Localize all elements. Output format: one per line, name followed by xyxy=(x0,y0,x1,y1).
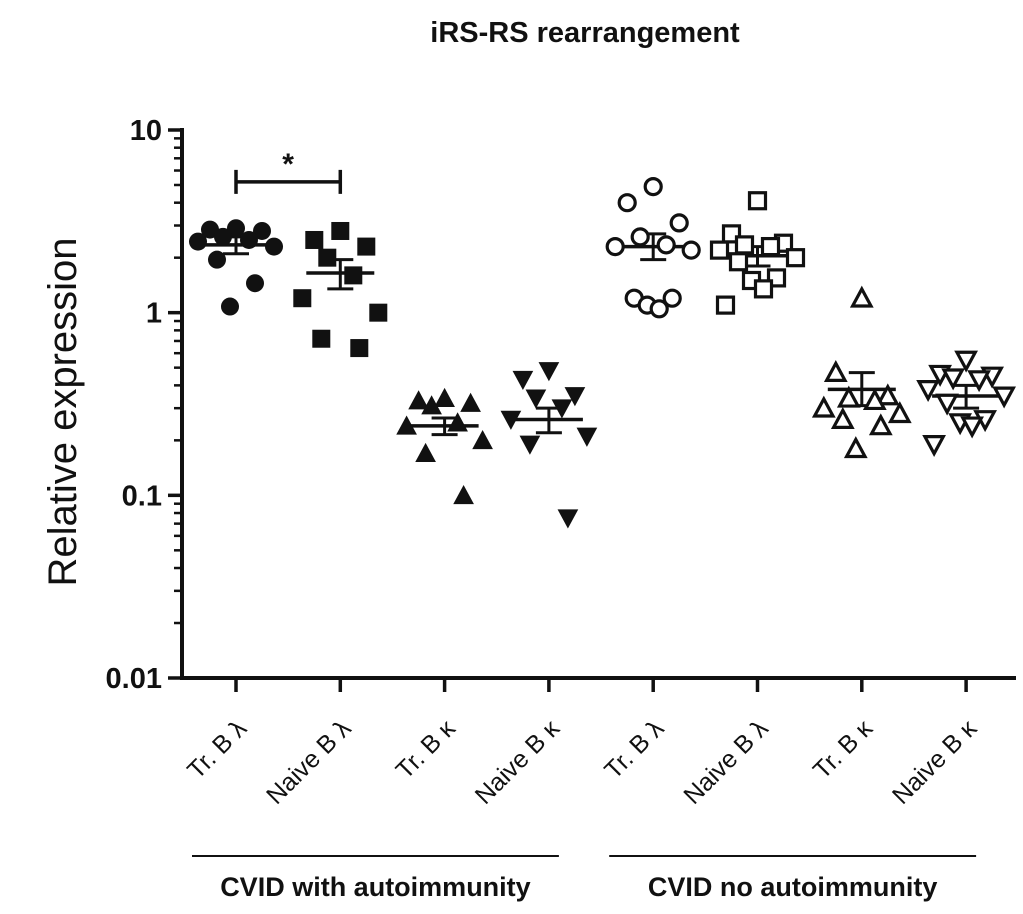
data-point xyxy=(369,303,388,322)
data-point xyxy=(318,248,337,267)
group-labels: CVID with autoimmunity CVID no autoimmuni… xyxy=(192,855,977,902)
data-point xyxy=(753,279,774,299)
data-point xyxy=(246,274,264,293)
data-point xyxy=(836,385,861,408)
data-point xyxy=(728,252,749,272)
data-point xyxy=(992,386,1016,409)
data-point xyxy=(887,401,912,424)
data-point xyxy=(512,370,534,390)
x-tick-label: Naive B κ xyxy=(887,714,983,810)
x-tick-label: Naive B κ xyxy=(470,714,566,810)
data-point xyxy=(747,191,768,211)
data-point xyxy=(643,176,663,197)
data-point xyxy=(214,227,232,246)
data-point xyxy=(472,429,493,450)
data-point xyxy=(823,359,848,382)
data-point xyxy=(760,236,781,257)
data-point xyxy=(421,395,442,415)
data-point xyxy=(453,484,474,505)
y-tick-label: 0.1 xyxy=(122,480,162,512)
data-point xyxy=(350,339,369,358)
data-point xyxy=(922,434,946,457)
data-point xyxy=(875,383,900,406)
chart-title: iRS-RS rearrangement xyxy=(430,17,740,49)
data-point xyxy=(662,288,682,308)
data-point xyxy=(447,412,468,432)
x-tick-label: Tr. B κ xyxy=(391,714,462,785)
data-points xyxy=(189,176,1016,529)
data-point xyxy=(656,235,676,255)
data-point xyxy=(189,232,207,251)
data-point xyxy=(525,389,547,409)
significance-label: * xyxy=(282,148,294,181)
data-point xyxy=(240,230,258,249)
x-tick-label: Tr. B λ xyxy=(599,714,670,785)
data-point xyxy=(811,395,836,418)
data-point xyxy=(868,413,893,436)
data-point xyxy=(415,442,436,463)
data-point xyxy=(785,248,806,268)
data-point xyxy=(208,250,226,269)
y-tick-label: 0.01 xyxy=(106,663,162,695)
x-tick-label: Naive B λ xyxy=(678,714,774,810)
data-point xyxy=(357,237,376,256)
data-point xyxy=(408,390,429,410)
data-point xyxy=(265,237,283,256)
data-point xyxy=(843,436,868,459)
y-tick-label: 1 xyxy=(146,298,162,330)
x-tick-label: Tr. B λ xyxy=(182,714,253,785)
data-point xyxy=(538,362,560,382)
data-point xyxy=(849,285,874,308)
data-point xyxy=(551,399,573,419)
data-point xyxy=(954,350,978,373)
data-point xyxy=(941,368,965,391)
data-point xyxy=(460,392,481,412)
data-point xyxy=(557,509,579,529)
data-point xyxy=(967,370,991,393)
axes xyxy=(180,128,1016,680)
data-point xyxy=(344,266,363,285)
data-point xyxy=(605,236,625,257)
y-tick-label: 10 xyxy=(130,115,162,147)
data-point xyxy=(715,295,736,315)
data-point xyxy=(305,230,324,249)
group-label: CVID with autoimmunity xyxy=(220,872,531,902)
y-axis-ticks: 10 1 0.1 0.01 xyxy=(106,115,182,695)
data-point xyxy=(227,219,245,238)
data-point xyxy=(253,221,271,240)
data-point xyxy=(396,415,417,435)
data-point xyxy=(312,329,331,348)
group-label: CVID no autoimmunity xyxy=(648,872,938,902)
significance-bracket: * xyxy=(234,148,343,194)
data-point xyxy=(630,227,650,247)
x-tick-label: Naive B λ xyxy=(261,714,357,810)
data-point xyxy=(519,435,541,455)
data-point xyxy=(960,416,984,439)
data-point xyxy=(649,299,669,319)
data-point xyxy=(434,387,455,408)
y-axis-label: Relative expression xyxy=(41,237,85,586)
data-point xyxy=(500,410,522,430)
x-tick-label: Tr. B κ xyxy=(808,714,879,785)
data-point xyxy=(564,387,586,407)
data-point xyxy=(669,213,689,233)
data-point xyxy=(221,297,239,316)
data-point xyxy=(862,388,887,411)
data-point xyxy=(617,193,637,213)
data-point xyxy=(935,393,959,416)
data-point xyxy=(709,240,730,260)
data-point xyxy=(830,406,855,429)
data-point xyxy=(681,240,701,260)
data-point xyxy=(734,235,755,255)
data-point xyxy=(331,221,350,240)
data-point xyxy=(293,289,312,308)
data-point xyxy=(576,427,598,447)
data-point xyxy=(916,380,940,402)
